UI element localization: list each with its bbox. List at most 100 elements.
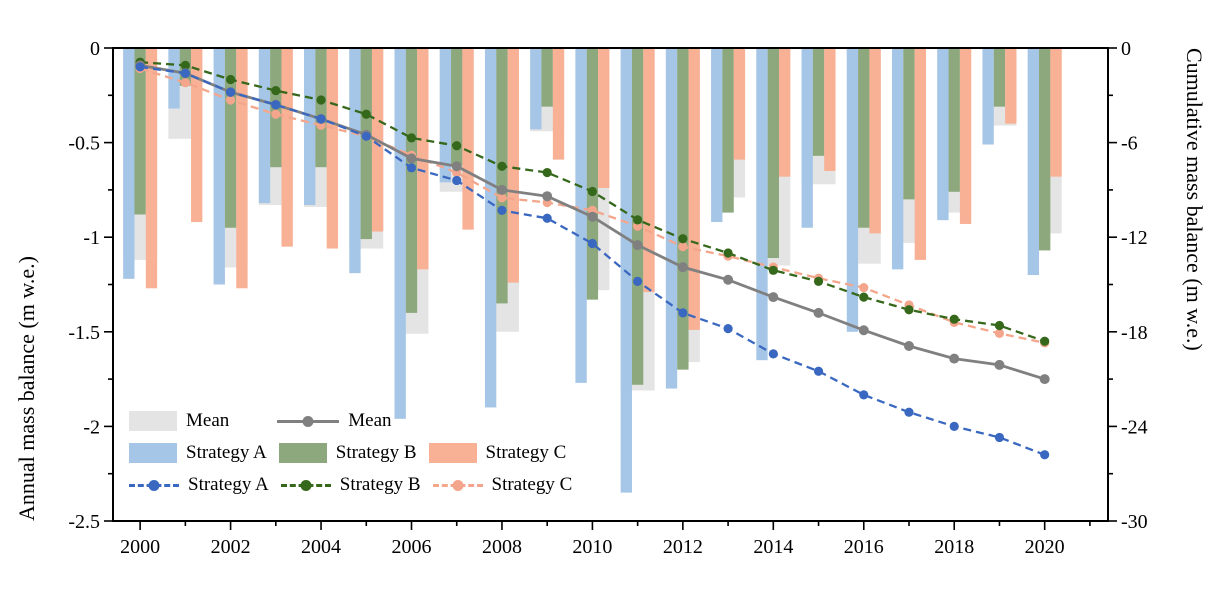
bar-b bbox=[360, 48, 372, 240]
bar-a bbox=[349, 48, 361, 274]
marker-a bbox=[1040, 450, 1050, 460]
strategy-c-line-swatch bbox=[432, 479, 483, 491]
marker-a bbox=[180, 68, 190, 78]
legend-item-mean-bar: Mean bbox=[129, 410, 229, 432]
marker-a bbox=[994, 432, 1005, 443]
svg-text:-24: -24 bbox=[1121, 416, 1148, 438]
legend-item-a-line: Strategy A bbox=[129, 474, 269, 496]
strategy-a-bar-swatch bbox=[129, 443, 177, 463]
marker-c bbox=[994, 328, 1005, 338]
bar-a bbox=[530, 48, 542, 130]
marker-a bbox=[271, 100, 281, 110]
bar-c bbox=[688, 48, 700, 330]
marker-b bbox=[633, 215, 643, 225]
marker-a bbox=[678, 308, 688, 318]
bar-a bbox=[575, 48, 587, 383]
strategy-c-line-marker-icon bbox=[452, 479, 463, 491]
marker-mean bbox=[994, 359, 1005, 370]
marker-b bbox=[813, 276, 824, 286]
marker-a bbox=[859, 390, 869, 400]
marker-mean bbox=[587, 211, 598, 222]
left-axis-title: Annual mass balance (m w.e.) bbox=[14, 256, 39, 521]
legend-item-c-line: Strategy C bbox=[432, 474, 572, 496]
strategy-a-line-marker-icon bbox=[148, 479, 160, 491]
svg-text:-12: -12 bbox=[1121, 227, 1148, 249]
marker-mean bbox=[451, 161, 462, 172]
marker-mean bbox=[542, 191, 553, 202]
strategy-c-bar-swatch bbox=[428, 443, 477, 463]
bar-b bbox=[767, 48, 779, 259]
marker-mean bbox=[723, 274, 734, 285]
bar-a bbox=[394, 48, 406, 419]
bar-a bbox=[439, 48, 452, 183]
bar-a bbox=[801, 48, 813, 228]
legend-label: Strategy A bbox=[188, 474, 269, 495]
bar-c bbox=[598, 48, 610, 189]
legend-item-b-line: Strategy B bbox=[280, 474, 421, 496]
bar-a bbox=[665, 48, 678, 389]
bar-b bbox=[812, 48, 825, 156]
marker-a bbox=[316, 114, 326, 124]
marker-a bbox=[406, 163, 417, 173]
marker-a bbox=[949, 421, 959, 431]
marker-b bbox=[497, 161, 507, 171]
marker-b bbox=[904, 305, 914, 315]
svg-text:2002: 2002 bbox=[211, 536, 251, 558]
legend-label: Strategy C bbox=[485, 442, 567, 463]
bar-c bbox=[778, 48, 791, 177]
axes-group: 0 -0.5 -1 -1.5 -2 -2.5 0 -6 -12 -18 -24 -30 2000 2002… bbox=[68, 38, 1147, 558]
bar-c bbox=[326, 48, 339, 249]
bar-b bbox=[903, 48, 915, 200]
legend-label: Mean bbox=[348, 410, 392, 431]
legend-item-c-bar: Strategy C bbox=[428, 442, 567, 464]
marker-a bbox=[452, 175, 462, 186]
marker-b bbox=[587, 186, 598, 197]
bar-b bbox=[224, 48, 237, 228]
strategy-b-line-swatch bbox=[280, 479, 331, 491]
marker-mean bbox=[1039, 374, 1050, 385]
legend-row-bars: Strategy A Strategy B Strategy C bbox=[129, 441, 584, 465]
marker-a bbox=[813, 366, 824, 376]
marker-b bbox=[180, 60, 190, 70]
mean-line-marker-icon bbox=[302, 415, 314, 427]
bar-a bbox=[937, 48, 949, 221]
bar-c bbox=[191, 48, 203, 223]
svg-text:-6: -6 bbox=[1121, 133, 1138, 155]
legend-item-b-bar: Strategy B bbox=[278, 442, 417, 464]
bar-b bbox=[451, 48, 463, 166]
marker-b bbox=[361, 109, 371, 119]
marker-b bbox=[768, 265, 778, 275]
line-c bbox=[139, 67, 1045, 344]
marker-c bbox=[497, 193, 507, 203]
marker-mean bbox=[858, 325, 869, 336]
svg-text:2016: 2016 bbox=[844, 536, 884, 558]
bar-a bbox=[168, 48, 180, 109]
svg-text:2000: 2000 bbox=[120, 536, 160, 558]
legend-item-mean-line: Mean bbox=[241, 410, 392, 432]
marker-mean bbox=[496, 184, 507, 195]
marker-mean bbox=[813, 307, 824, 318]
bar-a bbox=[484, 48, 497, 408]
bar-b bbox=[134, 48, 146, 215]
bar-b bbox=[1039, 48, 1051, 251]
marker-a bbox=[225, 87, 236, 97]
line-a bbox=[139, 65, 1046, 456]
svg-text:2010: 2010 bbox=[572, 536, 612, 558]
bar-c bbox=[1005, 48, 1017, 124]
svg-text:-30: -30 bbox=[1121, 511, 1148, 533]
bar-a bbox=[213, 48, 225, 285]
bar-c bbox=[1050, 48, 1062, 177]
marker-mean bbox=[406, 153, 417, 164]
lines-group bbox=[135, 57, 1050, 460]
bar-c bbox=[417, 48, 429, 270]
legend-label: Strategy A bbox=[186, 442, 267, 463]
marker-b bbox=[678, 234, 688, 244]
legend-row-mean: Mean Mean bbox=[129, 409, 584, 433]
bar-c bbox=[281, 48, 293, 247]
svg-text:0: 0 bbox=[1121, 38, 1131, 60]
marker-c bbox=[633, 221, 643, 231]
bar-b bbox=[541, 48, 553, 107]
mean-bar-swatch bbox=[129, 411, 177, 431]
legend: Mean Mean Strategy A Strategy B Strategy… bbox=[129, 409, 584, 505]
